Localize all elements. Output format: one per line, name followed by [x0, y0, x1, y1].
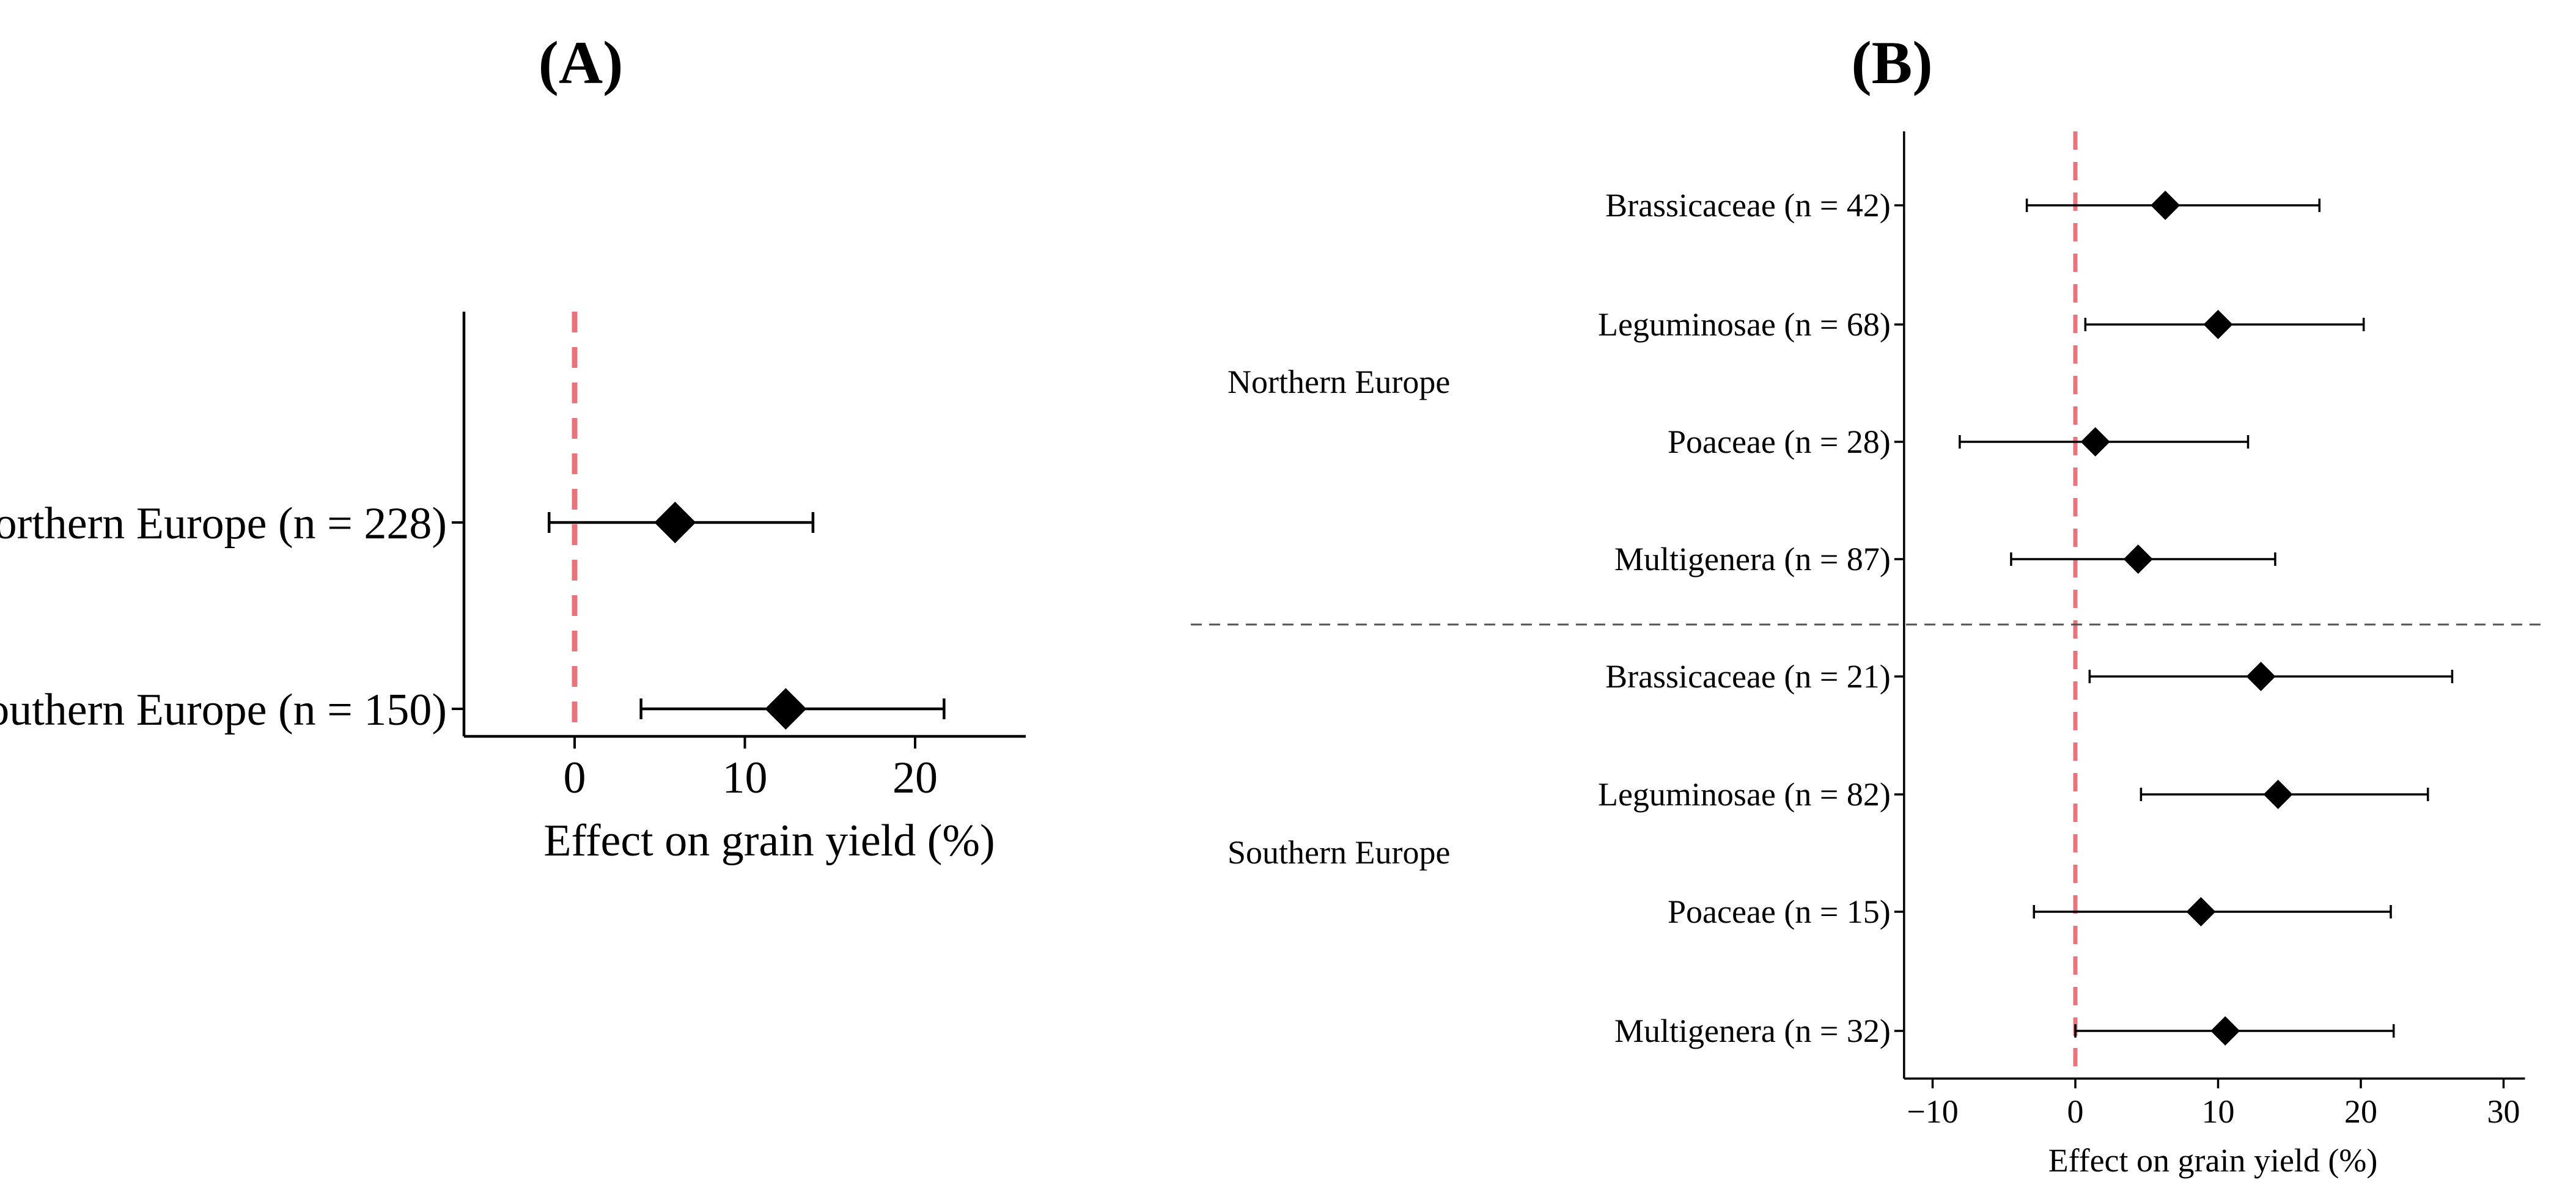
panel-a-x-tick-label: 20 [892, 753, 938, 803]
panel-a-point-estimate [765, 688, 807, 730]
panel-b-group-label: Southern Europe [1227, 834, 1450, 871]
panel-b-x-tick-label: 30 [2487, 1093, 2520, 1130]
panel-b-point-estimate [2210, 1016, 2240, 1046]
panel-a-point-estimate [654, 502, 696, 543]
panel-b-point-estimate [2151, 191, 2180, 220]
panel-b-row-label: Leguminosae (n = 82) [1598, 776, 1891, 813]
panel-a-label: (A) [539, 29, 624, 97]
panel-b-group-label: Northern Europe [1227, 364, 1450, 400]
panel-a-x-tick-label: 10 [723, 753, 768, 803]
panel-b-point-estimate [2203, 310, 2233, 339]
panel-a-x-tick-label: 0 [564, 753, 586, 803]
panel-b-point-estimate [2263, 780, 2293, 809]
panel-b-row-label: Brassicaceae (n = 21) [1605, 658, 1891, 695]
panel-b-row-label: Poaceae (n = 28) [1668, 423, 1891, 460]
panel-b-row-label: Brassicaceae (n = 42) [1605, 187, 1891, 224]
panel-a-x-axis-title: Effect on grain yield (%) [543, 816, 995, 866]
panel-b-row-label: Multigenera (n = 87) [1614, 541, 1891, 577]
panel-b-point-estimate [2246, 662, 2276, 691]
panel-a-row-label: Southern Europe (n = 150) [0, 685, 447, 735]
panel-a-forest-plot: Northern Europe (n = 228) Southern Europe… [0, 312, 1026, 866]
panel-b-label: (B) [1851, 29, 1932, 97]
panel-b-row-label: Poaceae (n = 15) [1668, 893, 1891, 930]
panel-b-row-label: Multigenera (n = 32) [1614, 1013, 1891, 1049]
panel-b-forest-plot: Northern Europe Brassicaceae (n = 42) Legu… [1191, 131, 2548, 1179]
panel-a-row-label: Northern Europe (n = 228) [0, 499, 447, 549]
panel-b-row-label: Leguminosae (n = 68) [1598, 306, 1891, 343]
panel-b-x-tick-label: 10 [2202, 1093, 2235, 1130]
panel-b-point-estimate [2186, 897, 2216, 926]
panel-b-x-tick-label: −10 [1907, 1093, 1958, 1130]
panel-b-x-tick-label: 0 [2067, 1093, 2084, 1130]
panel-b-point-estimate [2080, 427, 2110, 456]
panel-b-x-tick-label: 20 [2344, 1093, 2377, 1130]
panel-b-point-estimate [2123, 544, 2153, 574]
panel-b-x-axis-title: Effect on grain yield (%) [2048, 1142, 2378, 1179]
